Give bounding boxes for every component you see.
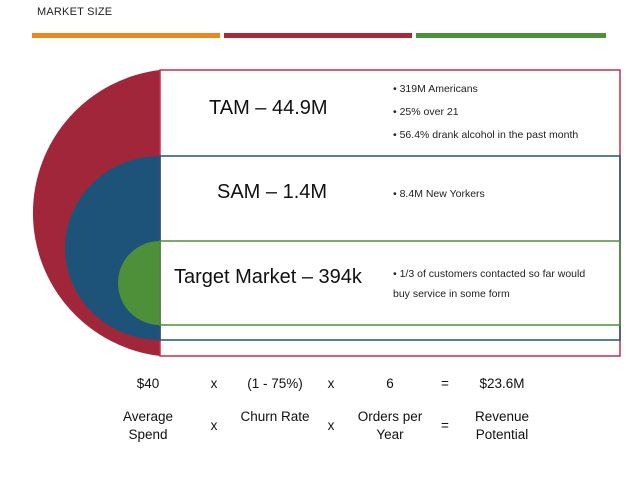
label-average-spend: Average Spend (122, 409, 174, 442)
formula-value-revenue: $23.6M (479, 376, 525, 391)
label-op-1: x (210, 418, 218, 433)
tam-bullets: • 319M Americans • 25% over 21 • 56.4% d… (393, 78, 578, 147)
target-box (159, 240, 621, 326)
bullet-item: • 8.4M New Yorkers (393, 188, 485, 200)
label-op-3: = (441, 418, 449, 433)
header-bar-red (224, 33, 412, 38)
label-revenue-potential: Revenue Potential (474, 409, 530, 442)
header-bar-green (416, 33, 606, 38)
bullet-item: • 25% over 21 (393, 106, 459, 118)
bullet-item: • 319M Americans (393, 83, 478, 95)
tam-box (159, 69, 621, 357)
formula-op-2: x (327, 376, 335, 391)
sam-label: SAM – 1.4M (217, 181, 328, 203)
formula-value-orders: 6 (386, 376, 394, 391)
target-label: Target Market – 394k (174, 266, 362, 288)
label-orders-per-year: Orders per Year (357, 409, 423, 442)
formula-op-3: = (441, 376, 449, 391)
target-bullets: • 1/3 of customers contacted so far woul… (393, 264, 593, 304)
label-op-2: x (327, 418, 335, 433)
bullet-item: • 56.4% drank alcohol in the past month (393, 129, 579, 141)
bullet-item: • 1/3 of customers contacted so far woul… (393, 268, 586, 300)
header-bar-orange (32, 33, 220, 38)
target-arc (118, 241, 160, 325)
formula-value-churn: (1 - 75%) (247, 376, 303, 391)
page-title: MARKET SIZE (37, 6, 113, 18)
tam-label: TAM – 44.9M (209, 97, 328, 119)
sam-bullets: • 8.4M New Yorkers (393, 188, 485, 200)
formula-value-spend: $40 (136, 376, 160, 391)
label-churn-rate: Churn Rate (240, 409, 310, 424)
formula-op-1: x (210, 376, 218, 391)
